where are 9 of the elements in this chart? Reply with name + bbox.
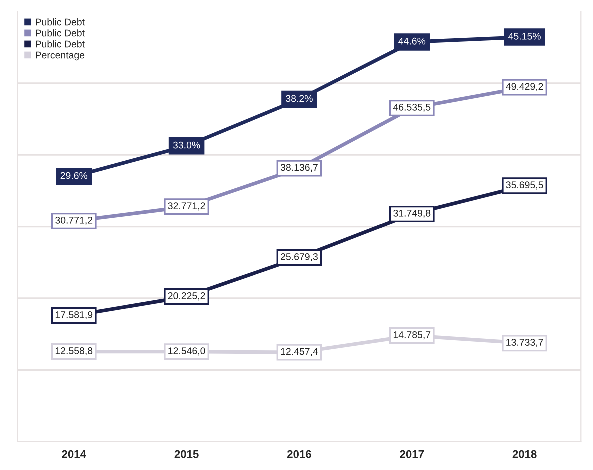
legend-label: Percentage xyxy=(36,52,85,61)
x-tick-label: 2014 xyxy=(62,450,86,458)
legend-label: Public Debt xyxy=(36,30,85,37)
x-tick-label: 2015 xyxy=(174,450,199,458)
x-tick-label: 2017 xyxy=(400,450,424,458)
legend-label: Public Debt xyxy=(36,18,85,26)
legend-label: Public Debt xyxy=(36,40,85,48)
x-tick-label: 2016 xyxy=(287,450,312,458)
x-tick-label: 2018 xyxy=(512,450,537,458)
